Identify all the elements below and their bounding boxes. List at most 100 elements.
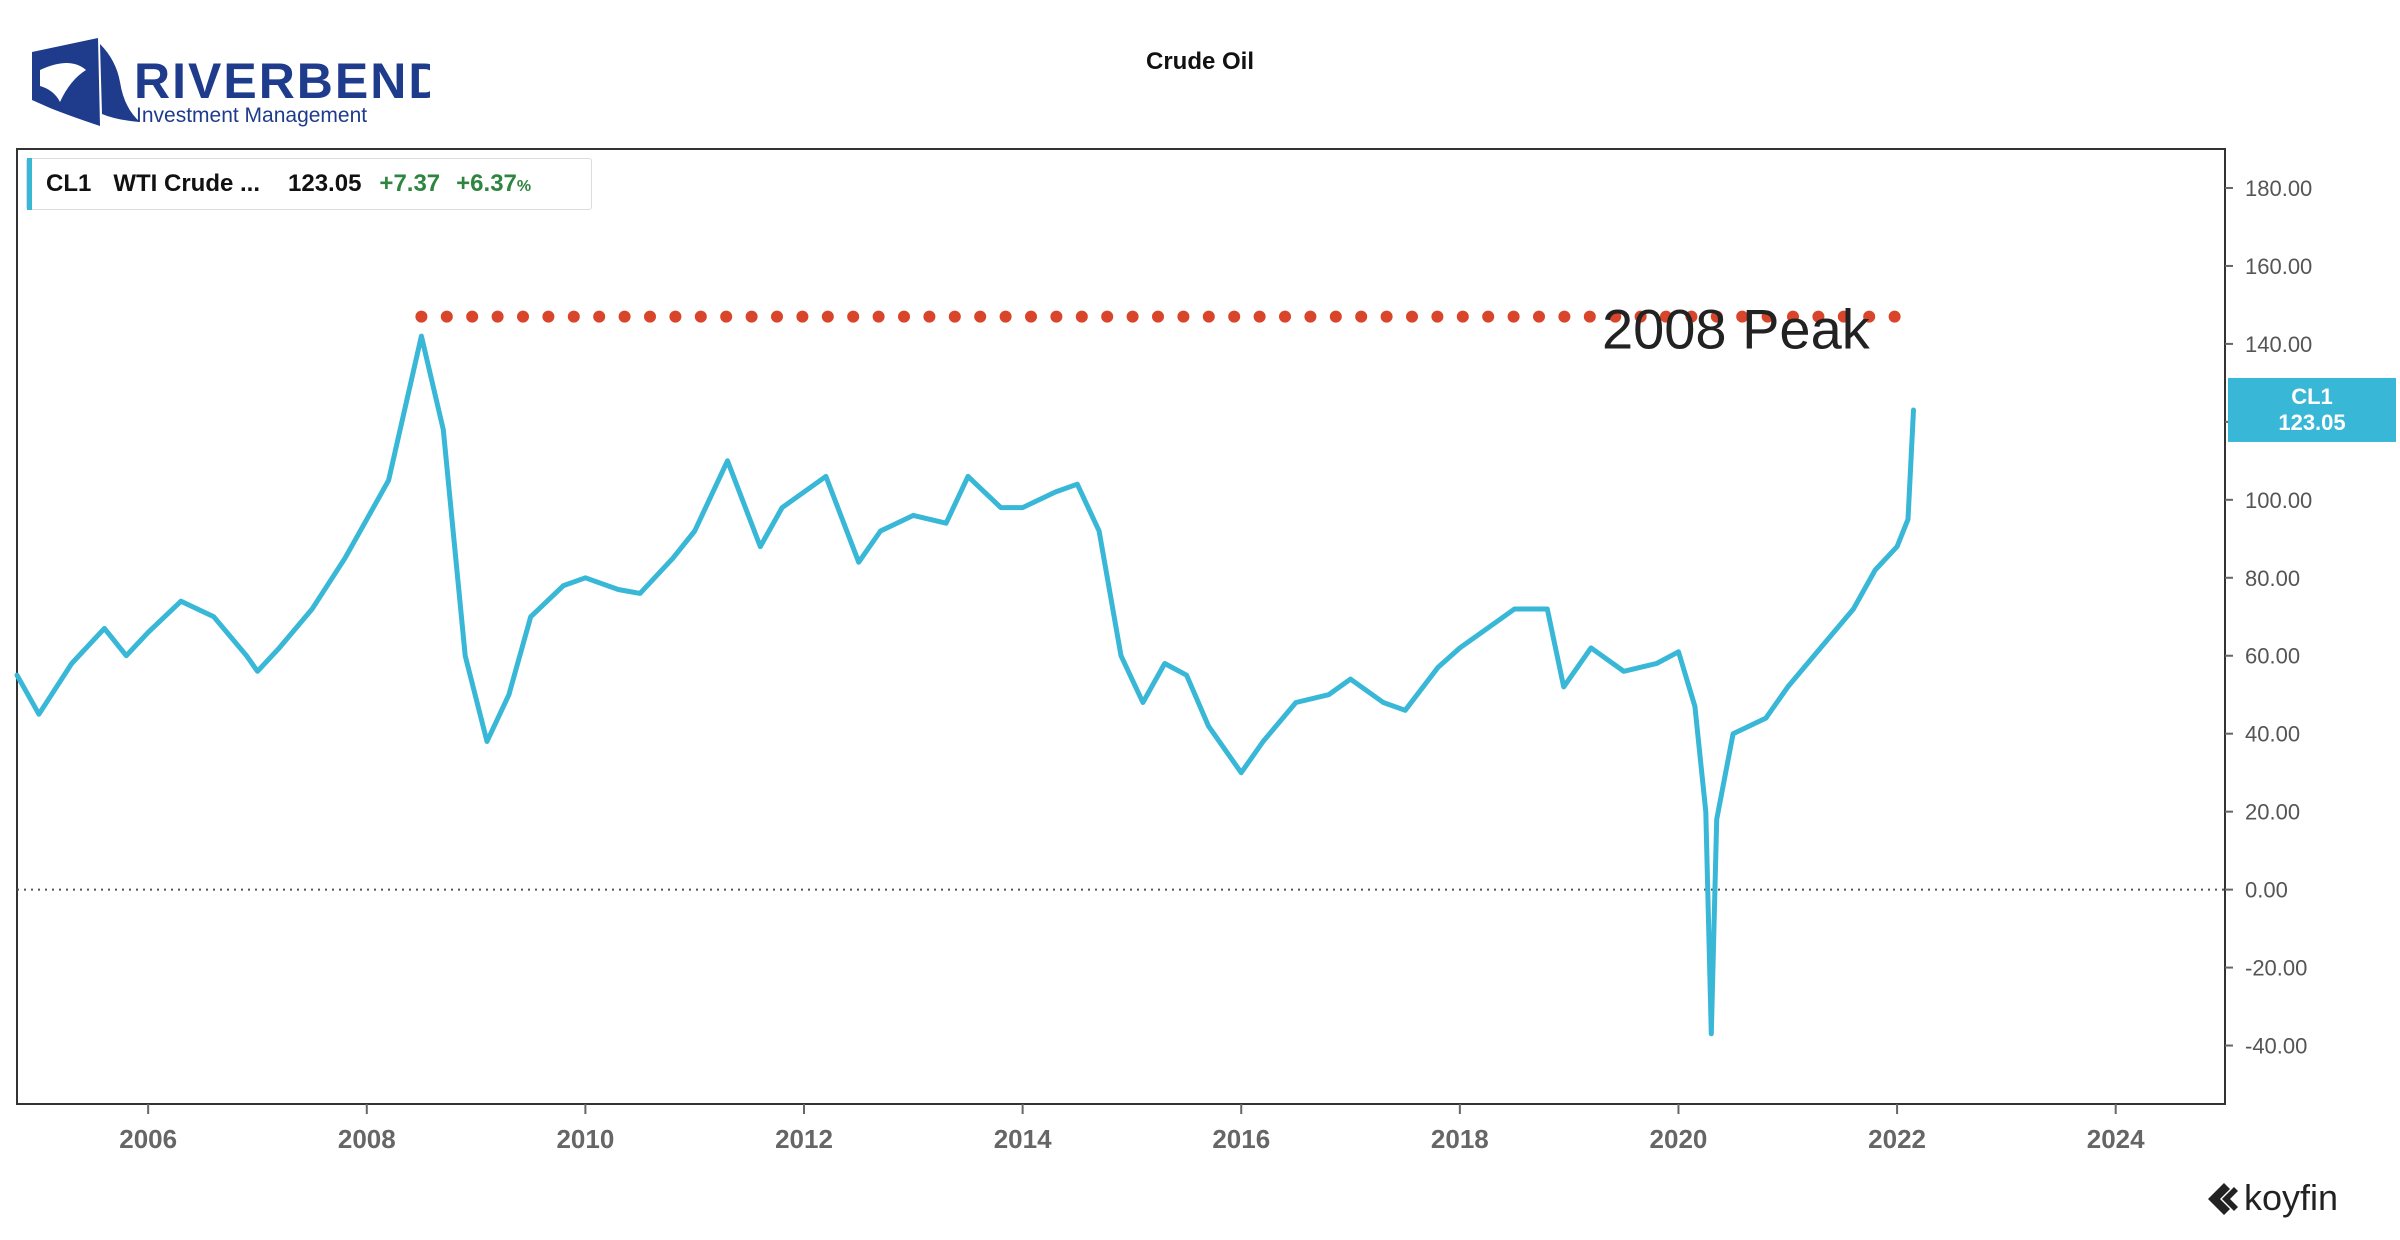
peak-dot (771, 310, 783, 323)
peak-dot (745, 310, 758, 323)
y-tick-label: 20.00 (2245, 800, 2300, 825)
peak-dot (821, 310, 834, 323)
peak-dot (440, 310, 453, 323)
legend-change: +7.37 (379, 170, 441, 197)
logo-tagline: Investment Management (136, 104, 367, 127)
peak-dot (1177, 310, 1190, 323)
peak-dot (1380, 310, 1393, 323)
legend-name: WTI Crude ... (113, 170, 261, 197)
y-tick-label: 80.00 (2245, 566, 2300, 591)
plot-frame (16, 148, 2226, 1105)
y-axis: 180.00160.00140.00120.00100.0080.0060.00… (2225, 176, 2312, 1059)
peak-dot (1355, 310, 1368, 323)
peak-dot (1558, 310, 1571, 323)
x-tick-label: 2010 (556, 1124, 614, 1154)
legend-last-price: 123.05 (288, 170, 362, 197)
peak-dot (1609, 310, 1622, 323)
peak-dot (1329, 310, 1342, 323)
series-legend[interactable]: CL1 WTI Crude ... 123.05 +7.37 +6.37% (26, 158, 592, 210)
price-tag-value: 123.05 (2278, 410, 2345, 435)
legend-swatch (27, 158, 32, 210)
peak-dot (1736, 310, 1749, 323)
koyfin-watermark: koyfin (2208, 1177, 2338, 1218)
peak-dot (1431, 310, 1444, 323)
peak-dot (1888, 310, 1901, 323)
x-tick-label: 2012 (775, 1124, 833, 1154)
x-tick-label: 2016 (1212, 1124, 1270, 1154)
koyfin-icon (2208, 1183, 2238, 1215)
peak-dot (1101, 310, 1114, 323)
peak-dot (1228, 310, 1241, 323)
y-tick-label: 100.00 (2245, 488, 2312, 513)
peak-dot (593, 310, 606, 323)
x-tick-label: 2006 (119, 1124, 177, 1154)
peak-dot (567, 310, 580, 323)
peak-dot (1126, 310, 1139, 323)
y-tick-label: 140.00 (2245, 332, 2312, 357)
price-tag: CL1 123.05 (2228, 377, 2396, 442)
legend-change-pct-value: +6.37 (456, 170, 517, 197)
peak-dot (466, 310, 479, 323)
x-axis: 2006 2008 2010 2012 2014 2016 2018 2020 2022 2024 (119, 1104, 2145, 1154)
peak-annotation-label: 2008 Peak (1602, 298, 1871, 361)
peak-dot (923, 310, 936, 323)
x-tick-label: 2024 (2087, 1124, 2145, 1154)
peak-dot (542, 310, 555, 323)
y-tick-label: 0.00 (2245, 878, 2288, 903)
legend-change-pct: +6.37% (456, 170, 531, 198)
koyfin-wordmark: koyfin (2244, 1177, 2338, 1218)
chart-title: Crude Oil (1145, 48, 1254, 75)
y-tick-label: 180.00 (2245, 176, 2312, 201)
x-tick-label: 2014 (994, 1124, 1052, 1154)
peak-dot (974, 310, 987, 323)
peak-dot (1253, 310, 1266, 323)
riverbend-logo: RIVERBEND Investment Management (32, 38, 430, 127)
peak-dot (1787, 310, 1799, 323)
peak-dot (669, 310, 682, 323)
x-tick-label: 2022 (1868, 1124, 1926, 1154)
peak-dot (1710, 310, 1723, 323)
y-tick-label: 40.00 (2245, 722, 2300, 747)
price-tag-symbol: CL1 (2291, 384, 2333, 409)
y-tick-label: -40.00 (2245, 1034, 2307, 1059)
legend-symbol: CL1 (46, 170, 92, 197)
peak-dot (1660, 310, 1672, 323)
peak-dot (796, 310, 809, 323)
peak-dot (1202, 310, 1215, 323)
peak-dot (898, 310, 910, 323)
x-tick-label: 2018 (1431, 1124, 1489, 1154)
peak-dot (1152, 310, 1164, 323)
peak-dot (1025, 310, 1037, 323)
y-tick-label: 60.00 (2245, 644, 2300, 669)
peak-dot (872, 310, 885, 323)
peak-dot (618, 310, 631, 323)
peak-dot (1634, 310, 1647, 323)
y-tick-label: 160.00 (2245, 254, 2312, 279)
peak-annotation-line (415, 310, 1901, 323)
peak-dot (1456, 310, 1469, 323)
peak-dot (847, 310, 860, 323)
peak-dot (1482, 310, 1495, 323)
peak-dot (948, 310, 961, 323)
peak-dot (1507, 310, 1520, 323)
peak-dot (644, 310, 656, 323)
peak-dot (1863, 310, 1876, 323)
peak-dot (1837, 310, 1850, 323)
peak-dot (415, 310, 428, 323)
peak-dot (1812, 310, 1825, 323)
peak-dot (1304, 310, 1317, 323)
peak-dot (1279, 310, 1291, 323)
peak-dot (491, 310, 504, 323)
peak-dot (999, 310, 1012, 323)
x-tick-label: 2020 (1650, 1124, 1708, 1154)
y-tick-label: -20.00 (2245, 956, 2307, 981)
logo-wordmark: RIVERBEND (134, 53, 430, 109)
series-line-cl1 (14, 333, 1916, 1037)
peak-dot (1406, 310, 1418, 323)
x-tick-label: 2008 (338, 1124, 396, 1154)
peak-dot (1761, 310, 1774, 323)
peak-dot (1075, 310, 1088, 323)
peak-dot (1050, 310, 1063, 323)
legend-pct-unit: % (516, 178, 532, 195)
